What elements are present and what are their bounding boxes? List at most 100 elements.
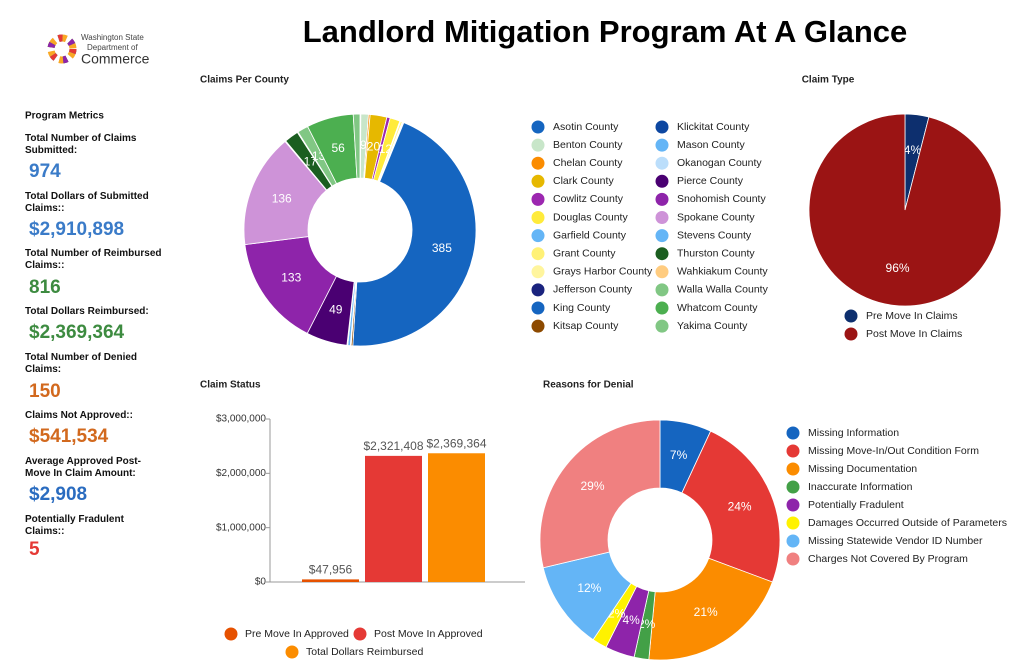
logo-text: Commerce bbox=[81, 51, 150, 67]
legend-label: Clark County bbox=[553, 175, 614, 187]
legend-swatch bbox=[786, 426, 800, 440]
slice bbox=[648, 557, 773, 661]
legend-label: Missing Information bbox=[808, 427, 899, 439]
legend-label: Charges Not Covered By Program bbox=[808, 553, 968, 565]
bar bbox=[428, 453, 485, 582]
legend-label: Asotin County bbox=[553, 121, 619, 133]
legend-swatch bbox=[844, 327, 858, 341]
metric-label: Total Number of Claims Submitted: bbox=[25, 133, 137, 156]
metric-value: 150 bbox=[29, 381, 61, 402]
legend-label: Thurston County bbox=[677, 247, 755, 259]
slice-label: 24% bbox=[728, 500, 752, 514]
legend-label: Pierce County bbox=[677, 175, 744, 187]
legend-swatch bbox=[531, 301, 545, 315]
legend-label: Damages Occurred Outside of Parameters bbox=[808, 517, 1007, 529]
metric-value: $2,908 bbox=[29, 484, 88, 505]
metrics-title: Program Metrics bbox=[25, 111, 104, 122]
metric-label: Potentially Fradulent Claims:: bbox=[25, 514, 124, 537]
slice bbox=[352, 113, 361, 179]
metric-label: Total Dollars Reimbursed: bbox=[25, 306, 149, 317]
legend-label: Jefferson County bbox=[553, 284, 633, 296]
legend-swatch bbox=[786, 516, 800, 530]
legend-label: Garfield County bbox=[553, 229, 627, 241]
logo-text: Department of bbox=[87, 43, 138, 52]
legend-label: Grays Harbor County bbox=[553, 266, 653, 278]
page-title: Landlord Mitigation Program At A Glance bbox=[303, 14, 908, 49]
metric-value: 816 bbox=[29, 277, 61, 298]
legend-swatch bbox=[655, 229, 669, 243]
legend-label: Spokane County bbox=[677, 211, 755, 223]
legend-swatch bbox=[655, 138, 669, 152]
legend-swatch bbox=[531, 192, 545, 206]
slice-label: 385 bbox=[432, 241, 452, 255]
metric-value: 5 bbox=[29, 539, 40, 560]
legend-swatch bbox=[531, 247, 545, 261]
legend-swatch bbox=[844, 309, 858, 323]
legend-swatch bbox=[224, 627, 238, 641]
legend-label: Whatcom County bbox=[677, 302, 758, 314]
legend-swatch bbox=[531, 319, 545, 333]
legend-swatch bbox=[655, 120, 669, 134]
slice bbox=[352, 122, 477, 347]
legend-swatch bbox=[531, 229, 545, 243]
legend-swatch bbox=[531, 138, 545, 152]
legend-label: Inaccurate Information bbox=[808, 481, 913, 493]
legend-swatch bbox=[531, 265, 545, 279]
legend-swatch bbox=[786, 462, 800, 476]
logo-text: Washington State bbox=[81, 33, 144, 42]
legend-label: Walla Walla County bbox=[677, 284, 769, 296]
metric-label: Claims Not Approved:: bbox=[25, 410, 133, 421]
bar-value-label: $2,321,408 bbox=[363, 439, 423, 453]
slice-label: 133 bbox=[281, 270, 301, 284]
bar bbox=[302, 579, 359, 582]
chart-title: Claim Status bbox=[200, 380, 261, 391]
legend-swatch bbox=[285, 645, 299, 659]
bar bbox=[365, 455, 422, 582]
legend-swatch bbox=[531, 120, 545, 134]
slice-label: 96% bbox=[886, 261, 910, 275]
legend-swatch bbox=[655, 192, 669, 206]
metric-value: $541,534 bbox=[29, 426, 109, 447]
legend-swatch bbox=[655, 174, 669, 188]
slice-label: 4% bbox=[622, 613, 640, 627]
legend-swatch bbox=[655, 301, 669, 315]
legend-label: Total Dollars Reimbursed bbox=[306, 646, 423, 658]
metric-label: Total Number of Reimbursed Claims:: bbox=[25, 248, 162, 271]
legend-label: Yakima County bbox=[677, 320, 748, 332]
legend-swatch bbox=[531, 156, 545, 170]
legend-swatch bbox=[655, 211, 669, 224]
legend-swatch bbox=[531, 174, 545, 188]
legend-swatch bbox=[786, 534, 800, 548]
legend-label: Potentially Fradulent bbox=[808, 499, 904, 511]
slice-label: 136 bbox=[272, 192, 292, 206]
legend-swatch bbox=[531, 211, 545, 224]
logo-icon bbox=[47, 34, 77, 64]
slice-label: 21% bbox=[694, 605, 718, 619]
legend-swatch bbox=[531, 283, 545, 297]
legend-label: Douglas County bbox=[553, 211, 628, 223]
slice-label: 20 bbox=[367, 139, 381, 153]
metric-value: 974 bbox=[29, 161, 61, 182]
legend-label: Mason County bbox=[677, 139, 745, 151]
y-tick-label: $3,000,000 bbox=[216, 414, 266, 425]
legend-swatch bbox=[655, 247, 669, 261]
slice bbox=[808, 113, 1002, 307]
legend-swatch bbox=[786, 552, 800, 566]
metric-label: Average Approved Post-Move In Claim Amou… bbox=[25, 456, 141, 479]
metric-label: Total Number of Denied Claims: bbox=[25, 352, 138, 375]
slice-label: 56 bbox=[331, 141, 345, 155]
metric-value: $2,369,364 bbox=[29, 322, 125, 343]
legend-label: Benton County bbox=[553, 139, 623, 151]
slice-label: 12% bbox=[577, 581, 601, 595]
legend-label: Post Move In Claims bbox=[866, 328, 962, 340]
slice-label: 29% bbox=[581, 479, 605, 493]
metric-label: Total Dollars of Submitted Claims:: bbox=[25, 191, 149, 214]
legend-swatch bbox=[655, 156, 669, 170]
y-tick-label: $2,000,000 bbox=[216, 468, 266, 479]
legend-label: Pre Move In Approved bbox=[245, 628, 349, 640]
legend-label: Snohomish County bbox=[677, 193, 766, 205]
bar-value-label: $47,956 bbox=[309, 563, 353, 577]
legend-label: Pre Move In Claims bbox=[866, 310, 958, 322]
